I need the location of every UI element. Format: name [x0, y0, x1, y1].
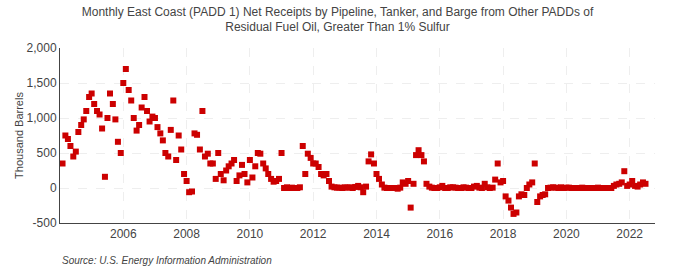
- svg-text:Monthly East Coast (PADD 1) Ne: Monthly East Coast (PADD 1) Net Receipts…: [82, 5, 594, 35]
- svg-text:500: 500: [37, 146, 57, 160]
- svg-text:1,000: 1,000: [27, 111, 57, 125]
- svg-text:Source: U.S. Energy Informatio: Source: U.S. Energy Information Administ…: [62, 255, 272, 266]
- svg-text:2010: 2010: [237, 227, 264, 241]
- svg-text:2022: 2022: [616, 227, 643, 241]
- svg-text:2016: 2016: [426, 227, 453, 241]
- svg-text:2012: 2012: [300, 227, 327, 241]
- svg-text:2014: 2014: [363, 227, 390, 241]
- svg-text:Thousand Barrels: Thousand Barrels: [13, 92, 25, 179]
- svg-text:-500: -500: [33, 216, 57, 230]
- svg-text:2008: 2008: [173, 227, 200, 241]
- svg-text:2006: 2006: [110, 227, 137, 241]
- svg-text:2,000: 2,000: [27, 41, 57, 55]
- svg-text:0: 0: [50, 181, 57, 195]
- svg-text:1,500: 1,500: [27, 76, 57, 90]
- svg-text:2018: 2018: [490, 227, 517, 241]
- svg-text:2020: 2020: [553, 227, 580, 241]
